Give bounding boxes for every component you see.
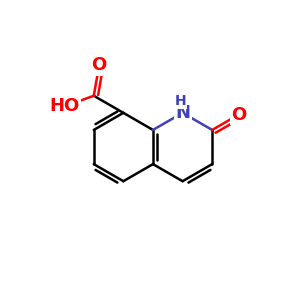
Text: HO: HO <box>50 97 80 115</box>
Text: H: H <box>174 94 186 108</box>
Text: O: O <box>92 56 107 74</box>
Text: O: O <box>231 106 246 124</box>
Text: N: N <box>175 104 190 122</box>
